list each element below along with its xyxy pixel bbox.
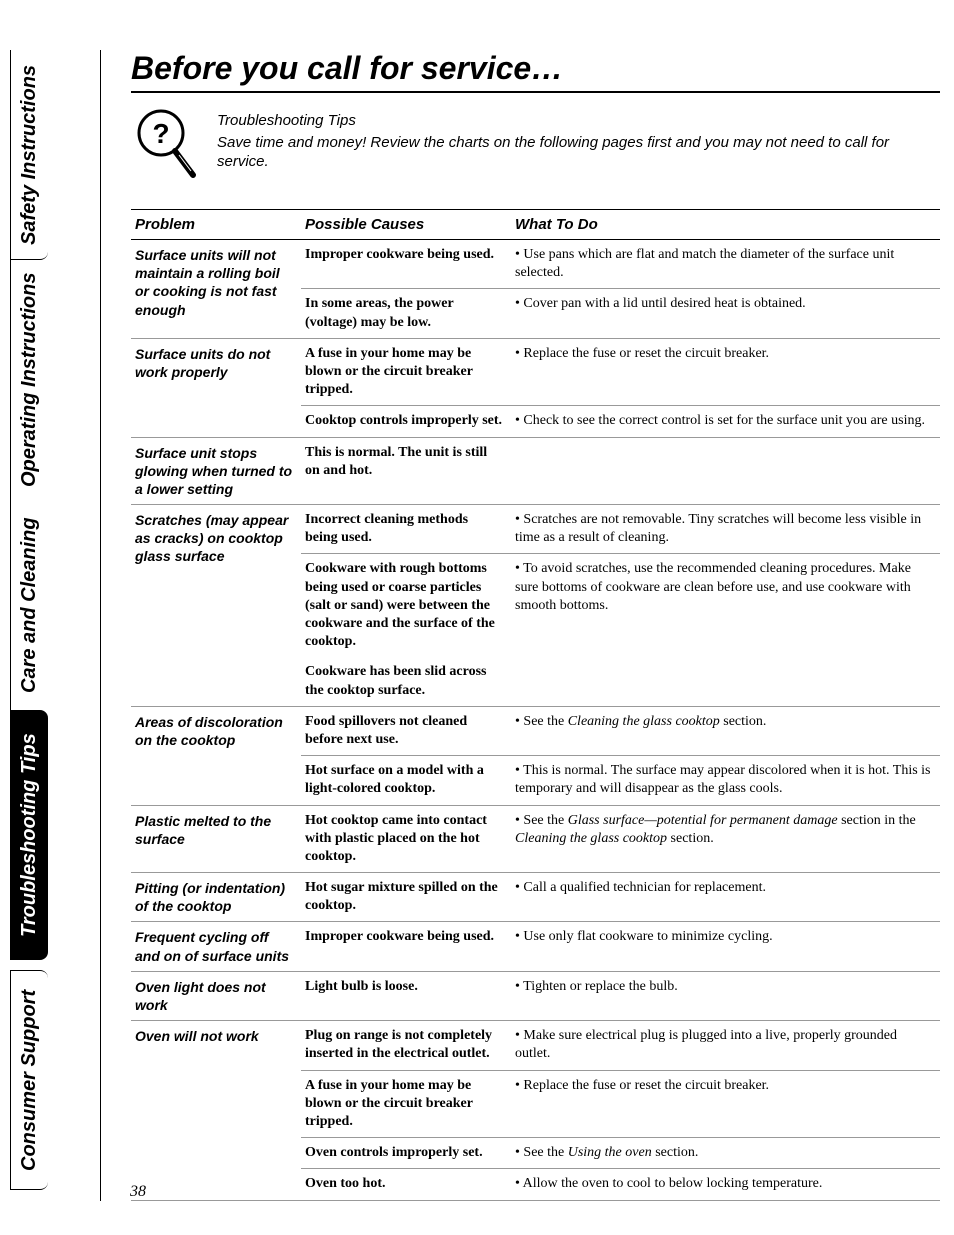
intro-row: ? Troubleshooting Tips Save time and mon…	[131, 105, 940, 185]
tab-care[interactable]: Care and Cleaning	[10, 500, 48, 710]
cause-cell: In some areas, the power (voltage) may b…	[301, 289, 511, 338]
cause-cell: Hot surface on a model with a light-colo…	[301, 756, 511, 805]
tab-consumer[interactable]: Consumer Support	[10, 970, 48, 1190]
cause-cell: Oven controls improperly set.	[301, 1138, 511, 1169]
cause-cell: Improper cookware being used.	[301, 922, 511, 971]
action-cell: • Scratches are not removable. Tiny scra…	[511, 505, 940, 554]
action-cell: • Use pans which are flat and match the …	[511, 240, 940, 289]
action-cell	[511, 657, 940, 706]
cause-cell: Plug on range is not completely inserted…	[301, 1021, 511, 1070]
action-cell: • Replace the fuse or reset the circuit …	[511, 338, 940, 406]
action-cell: • Allow the oven to cool to below lockin…	[511, 1169, 940, 1200]
action-cell: • Check to see the correct control is se…	[511, 406, 940, 437]
table-row: Pitting (or indentation) of the cooktopH…	[131, 873, 940, 922]
sidebar-tabs: Safety Instructions Operating Instructio…	[10, 50, 100, 1190]
table-row: Surface units will not maintain a rollin…	[131, 240, 940, 289]
problem-cell: Pitting (or indentation) of the cooktop	[131, 873, 301, 922]
action-cell: • Replace the fuse or reset the circuit …	[511, 1070, 940, 1138]
action-cell: • Make sure electrical plug is plugged i…	[511, 1021, 940, 1070]
table-header-row: Problem Possible Causes What To Do	[131, 210, 940, 240]
problem-cell: Frequent cycling off and on of surface u…	[131, 922, 301, 971]
cause-cell: Cookware with rough bottoms being used o…	[301, 554, 511, 657]
cause-cell: Hot sugar mixture spilled on the cooktop…	[301, 873, 511, 922]
header-causes: Possible Causes	[301, 210, 511, 240]
cause-cell: Cooktop controls improperly set.	[301, 406, 511, 437]
cause-cell: This is normal. The unit is still on and…	[301, 437, 511, 505]
intro-text: Troubleshooting Tips Save time and money…	[217, 105, 940, 172]
cause-cell: Light bulb is loose.	[301, 971, 511, 1020]
svg-text:?: ?	[152, 118, 169, 149]
header-problem: Problem	[131, 210, 301, 240]
intro-body: Save time and money! Review the charts o…	[217, 134, 889, 171]
table-row: Oven light does not workLight bulb is lo…	[131, 971, 940, 1020]
action-cell: • This is normal. The surface may appear…	[511, 756, 940, 805]
action-cell: • See the Using the oven section.	[511, 1138, 940, 1169]
tab-safety[interactable]: Safety Instructions	[10, 50, 48, 260]
cause-cell: Incorrect cleaning methods being used.	[301, 505, 511, 554]
page-title: Before you call for service…	[131, 50, 940, 93]
table-row: Surface units do not work properlyA fuse…	[131, 338, 940, 406]
tab-operating[interactable]: Operating Instructions	[10, 260, 48, 500]
cause-cell: A fuse in your home may be blown or the …	[301, 338, 511, 406]
problem-cell: Surface units will not maintain a rollin…	[131, 240, 301, 339]
intro-heading: Troubleshooting Tips	[217, 111, 940, 131]
action-cell: • Call a qualified technician for replac…	[511, 873, 940, 922]
table-row: Surface unit stops glowing when turned t…	[131, 437, 940, 505]
table-body: Surface units will not maintain a rollin…	[131, 240, 940, 1201]
problem-cell: Surface units do not work properly	[131, 338, 301, 437]
problem-cell: Oven will not work	[131, 1021, 301, 1200]
action-cell: • Use only flat cookware to minimize cyc…	[511, 922, 940, 971]
action-cell	[511, 437, 940, 505]
action-cell: • Tighten or replace the bulb.	[511, 971, 940, 1020]
main-content: Before you call for service… ? Troublesh…	[100, 50, 940, 1201]
action-cell: • See the Cleaning the glass cooktop sec…	[511, 706, 940, 755]
cause-cell: Improper cookware being used.	[301, 240, 511, 289]
problem-cell: Areas of discoloration on the cooktop	[131, 706, 301, 805]
problem-cell: Scratches (may appear as cracks) on cook…	[131, 505, 301, 707]
page-number: 38	[130, 1183, 146, 1201]
problem-cell: Surface unit stops glowing when turned t…	[131, 437, 301, 505]
table-row: Frequent cycling off and on of surface u…	[131, 922, 940, 971]
cause-cell: Hot cooktop came into contact with plast…	[301, 805, 511, 873]
table-row: Plastic melted to the surfaceHot cooktop…	[131, 805, 940, 873]
troubleshooting-table: Problem Possible Causes What To Do Surfa…	[131, 209, 940, 1201]
table-row: Scratches (may appear as cracks) on cook…	[131, 505, 940, 554]
table-row: Areas of discoloration on the cooktopFoo…	[131, 706, 940, 755]
tab-troubleshooting[interactable]: Troubleshooting Tips	[10, 710, 48, 960]
problem-cell: Plastic melted to the surface	[131, 805, 301, 873]
table-row: Oven will not workPlug on range is not c…	[131, 1021, 940, 1070]
action-cell: • To avoid scratches, use the recommende…	[511, 554, 940, 657]
cause-cell: Food spillovers not cleaned before next …	[301, 706, 511, 755]
magnifier-question-icon: ?	[131, 105, 201, 185]
problem-cell: Oven light does not work	[131, 971, 301, 1020]
action-cell: • See the Glass surface—potential for pe…	[511, 805, 940, 873]
cause-cell: Oven too hot.	[301, 1169, 511, 1200]
action-cell: • Cover pan with a lid until desired hea…	[511, 289, 940, 338]
cause-cell: A fuse in your home may be blown or the …	[301, 1070, 511, 1138]
header-action: What To Do	[511, 210, 940, 240]
cause-cell: Cookware has been slid across the cookto…	[301, 657, 511, 706]
